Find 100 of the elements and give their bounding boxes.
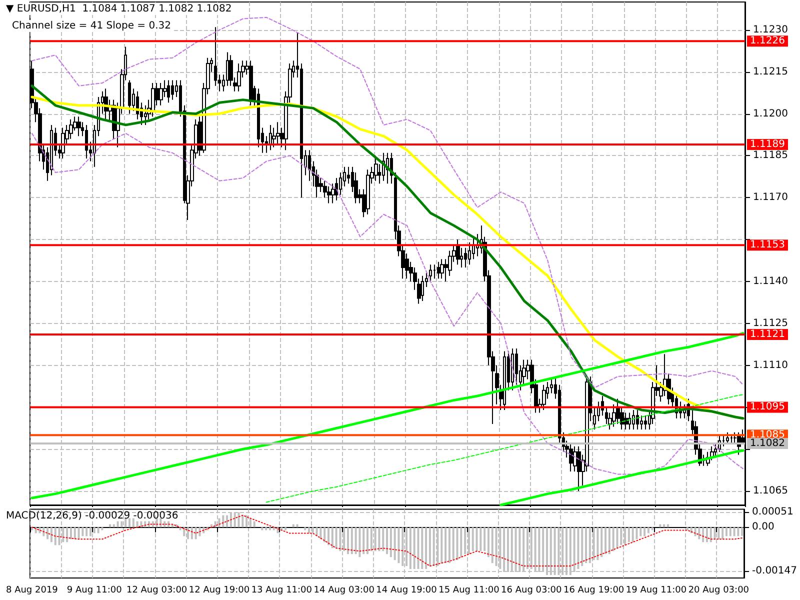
candlestick bbox=[421, 275, 424, 302]
chart-title: ▼ EURUSD,H1 1.1084 1.1087 1.1082 1.1082 bbox=[6, 4, 232, 14]
bar bbox=[444, 527, 447, 564]
bar bbox=[628, 527, 630, 542]
bar bbox=[632, 527, 634, 542]
candlestick bbox=[632, 409, 635, 430]
bar bbox=[347, 527, 349, 554]
bar bbox=[116, 521, 119, 528]
bar bbox=[608, 527, 610, 554]
bar bbox=[194, 527, 197, 540]
candlestick bbox=[77, 116, 81, 137]
bar bbox=[82, 527, 84, 536]
candlestick bbox=[437, 261, 440, 280]
line-series bbox=[31, 132, 744, 475]
y-tick-label: 1.1065 bbox=[753, 486, 788, 497]
bar bbox=[272, 527, 275, 530]
candlestick bbox=[374, 158, 378, 182]
ref-line-label: 1.1095 bbox=[750, 402, 785, 413]
candlestick bbox=[577, 446, 581, 492]
y-tick-label: 1.1200 bbox=[753, 108, 788, 120]
candlestick bbox=[429, 264, 432, 282]
bar bbox=[112, 524, 115, 528]
bar bbox=[101, 527, 104, 530]
bar bbox=[663, 524, 666, 528]
candlestick bbox=[269, 124, 272, 151]
bar bbox=[316, 527, 318, 536]
bar bbox=[253, 521, 256, 528]
bar bbox=[604, 527, 607, 554]
candlestick bbox=[276, 122, 280, 146]
bar bbox=[38, 527, 41, 534]
candlestick bbox=[69, 118, 73, 140]
bar bbox=[413, 527, 416, 570]
candlestick bbox=[433, 264, 436, 280]
x-tick-label: 19 Aug 11:00 bbox=[626, 586, 687, 596]
x-tick-label: 14 Aug 03:00 bbox=[314, 586, 375, 596]
ref-line-label: 1.1082 bbox=[750, 438, 785, 450]
bar bbox=[651, 527, 654, 530]
bar bbox=[50, 527, 52, 542]
bar bbox=[698, 527, 700, 540]
bar bbox=[304, 527, 306, 530]
bar bbox=[382, 527, 384, 552]
bar bbox=[362, 527, 365, 554]
bar bbox=[284, 527, 287, 530]
bar bbox=[733, 527, 736, 536]
candlestick bbox=[730, 434, 733, 444]
bar bbox=[210, 524, 212, 528]
bar bbox=[476, 527, 478, 552]
candlestick bbox=[151, 82, 155, 118]
candlestick bbox=[61, 127, 65, 159]
bar bbox=[659, 524, 662, 528]
bar bbox=[710, 527, 712, 542]
candlestick bbox=[714, 443, 717, 458]
candlestick bbox=[542, 384, 546, 410]
ref-line-label: 1.1189 bbox=[750, 139, 785, 150]
bar bbox=[265, 527, 268, 530]
candlestick bbox=[468, 242, 471, 266]
bar bbox=[66, 527, 68, 542]
x-tick-label: 13 Aug 11:00 bbox=[251, 586, 312, 596]
bar bbox=[647, 527, 650, 534]
bar bbox=[268, 527, 271, 530]
y-tick-label: 0.00 bbox=[752, 522, 774, 533]
x-tick-label: 9 Aug 11:00 bbox=[66, 586, 122, 596]
y-tick-label: -0.00147 bbox=[752, 566, 798, 577]
bar bbox=[666, 524, 669, 528]
candlestick bbox=[167, 80, 170, 104]
bar bbox=[491, 527, 494, 564]
ref-line-label: 1.1153 bbox=[750, 240, 785, 251]
bar bbox=[616, 527, 618, 548]
bar bbox=[54, 527, 56, 546]
bar bbox=[296, 524, 298, 528]
bar bbox=[612, 527, 614, 552]
bar bbox=[425, 527, 428, 570]
bar bbox=[331, 527, 334, 548]
bar bbox=[725, 527, 728, 536]
bar bbox=[702, 527, 704, 542]
bar bbox=[640, 527, 642, 536]
bar bbox=[46, 527, 49, 540]
bar bbox=[366, 527, 369, 554]
bar bbox=[390, 527, 392, 558]
bar bbox=[128, 518, 130, 528]
candlestick bbox=[636, 409, 639, 430]
bar bbox=[409, 527, 412, 570]
bar bbox=[596, 527, 599, 560]
candlestick bbox=[159, 82, 163, 106]
bar bbox=[93, 527, 96, 534]
bar bbox=[335, 527, 338, 548]
line-series bbox=[30, 332, 744, 500]
bar bbox=[222, 515, 224, 528]
bar bbox=[327, 527, 330, 546]
bar bbox=[78, 527, 80, 540]
bar bbox=[378, 527, 380, 552]
y-tick-label: 1.1110 bbox=[753, 360, 788, 371]
candlestick bbox=[171, 80, 174, 100]
bar bbox=[136, 521, 138, 528]
bar bbox=[108, 524, 111, 528]
bar bbox=[354, 527, 357, 554]
bar bbox=[585, 527, 588, 564]
candlestick bbox=[503, 350, 506, 410]
bar bbox=[386, 527, 388, 554]
annotation: Channel size = 41 Slope = 0.32 bbox=[12, 20, 172, 32]
